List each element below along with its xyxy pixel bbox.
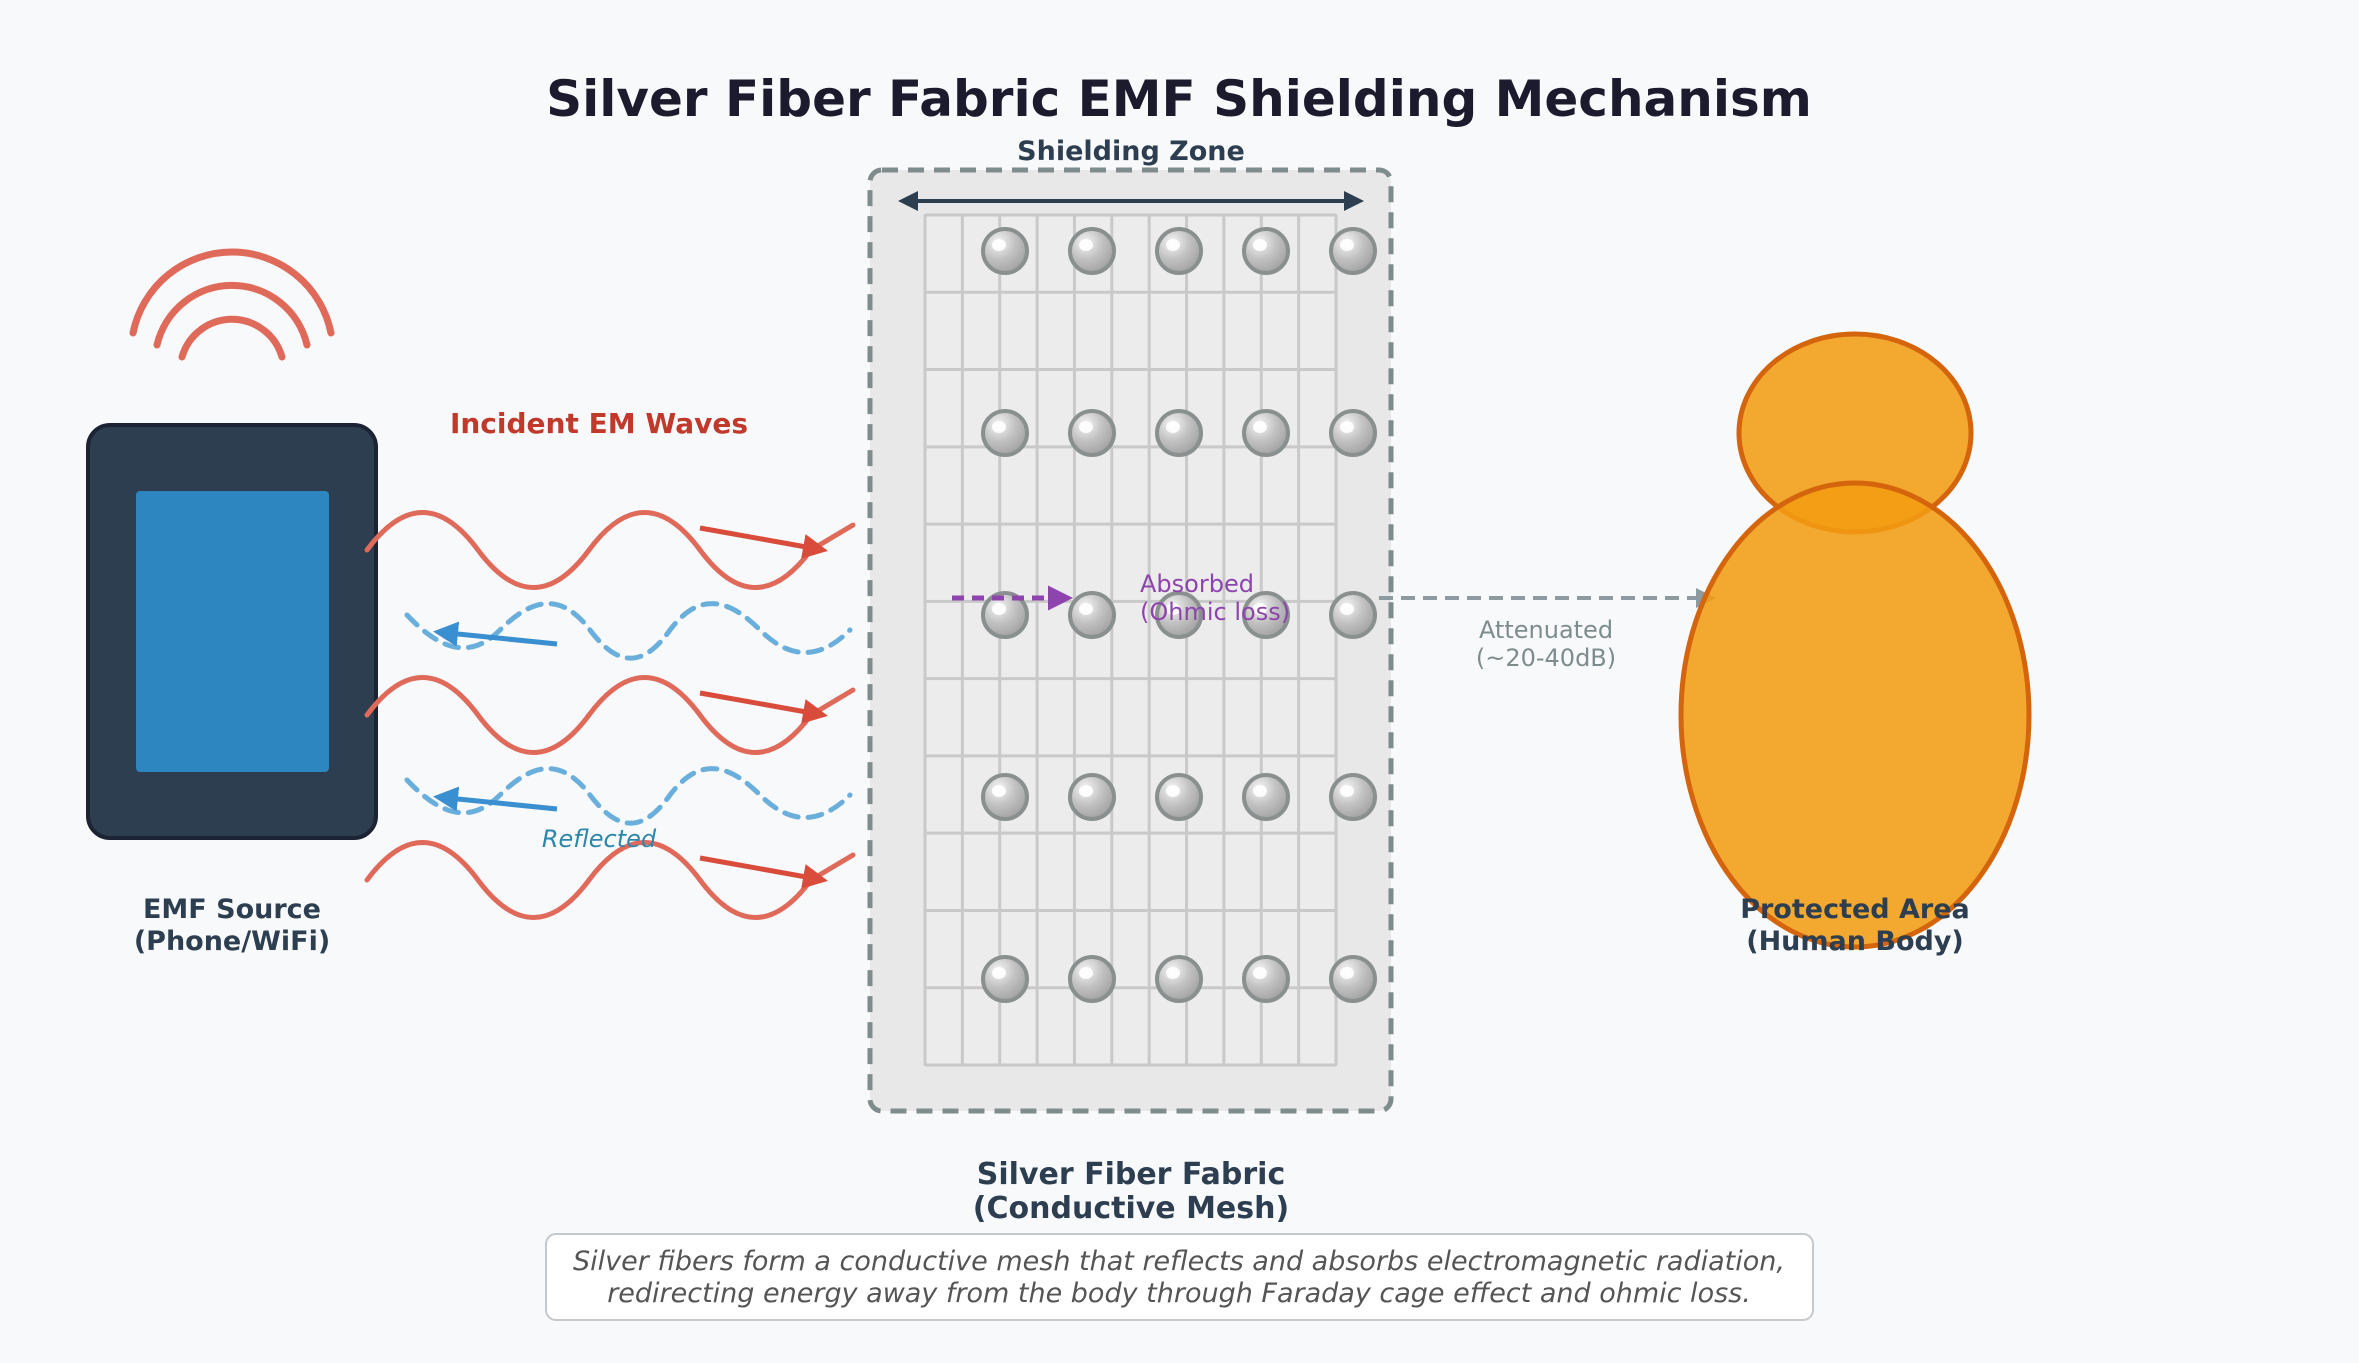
silver-node: [1068, 409, 1116, 457]
fabric-sublabel: (Conductive Mesh): [973, 1191, 1289, 1226]
source-sublabel: (Phone/WiFi): [134, 926, 330, 957]
incident-arrow-1: [699, 525, 828, 559]
incident-arrow-2: [699, 690, 828, 724]
reflected-wave-1: [404, 601, 853, 661]
silver-node-highlight: [1253, 239, 1267, 251]
silver-node: [1242, 955, 1290, 1003]
body-torso: [1678, 480, 2032, 950]
phone-screen: [136, 491, 329, 772]
silver-node-highlight: [992, 239, 1006, 251]
silver-node-highlight: [1166, 785, 1180, 797]
silver-node: [1068, 591, 1116, 639]
silver-node: [981, 773, 1029, 821]
incident-wave-2: [364, 675, 856, 755]
caption-line-1: Silver fibers form a conductive mesh tha…: [573, 1246, 1785, 1277]
silver-node-highlight: [1340, 421, 1354, 433]
silver-node-highlight: [992, 785, 1006, 797]
silver-node: [1155, 773, 1203, 821]
silver-node: [1155, 227, 1203, 275]
silver-node: [1242, 591, 1290, 639]
silver-node: [1155, 409, 1203, 457]
caption-line-2: redirecting energy away from the body th…: [607, 1278, 1751, 1309]
protected-body: Protected Area (Human Body): [1678, 331, 2032, 957]
silver-node-highlight: [1079, 239, 1093, 251]
silver-node: [1242, 773, 1290, 821]
silver-node-highlight: [992, 421, 1006, 433]
fabric-label: Silver Fiber Fabric: [977, 1157, 1285, 1192]
incident-arrows: [699, 525, 828, 889]
source-label: EMF Source: [143, 894, 321, 925]
silver-node-highlight: [1079, 421, 1093, 433]
silver-node-highlight: [1166, 603, 1180, 615]
silver-fiber-fabric: [867, 167, 1394, 1114]
silver-node-highlight: [992, 967, 1006, 979]
silver-node-highlight: [1253, 967, 1267, 979]
silver-node: [981, 227, 1029, 275]
silver-node-highlight: [1340, 239, 1354, 251]
silver-node-highlight: [1166, 239, 1180, 251]
incident-arrow-3: [699, 855, 828, 889]
fabric-mesh-area: [924, 214, 1337, 1066]
silver-node: [1242, 409, 1290, 457]
page-title: Silver Fiber Fabric EMF Shielding Mechan…: [546, 70, 1812, 128]
incident-wave-3: [364, 840, 856, 920]
reflected-waves: [404, 601, 853, 826]
silver-node: [1329, 227, 1377, 275]
absorbed-label: Absorbed: [1140, 570, 1254, 598]
silver-node: [1329, 591, 1377, 639]
silver-node: [1329, 409, 1377, 457]
reflected-arrows: [433, 621, 558, 812]
silver-node-highlight: [1079, 785, 1093, 797]
emf-source: EMF Source (Phone/WiFi): [86, 248, 378, 957]
reflected-arrow-2: [433, 786, 558, 812]
incident-waves: [364, 510, 856, 920]
silver-node: [1068, 773, 1116, 821]
silver-node-highlight: [1166, 421, 1180, 433]
incident-wave-1: [364, 510, 856, 590]
silver-node-highlight: [992, 603, 1006, 615]
silver-node: [1329, 773, 1377, 821]
silver-node: [981, 409, 1029, 457]
silver-node-highlight: [1166, 967, 1180, 979]
silver-node: [1155, 955, 1203, 1003]
shielding-zone-label: Shielding Zone: [1017, 136, 1245, 167]
silver-node-highlight: [1340, 785, 1354, 797]
attenuated-label: Attenuated: [1479, 616, 1613, 644]
silver-node: [1068, 955, 1116, 1003]
reflected-arrow-1: [433, 621, 558, 647]
silver-nodes: [981, 227, 1377, 1003]
protected-sublabel: (Human Body): [1746, 926, 1964, 957]
silver-node: [1068, 227, 1116, 275]
signal-icon: [129, 248, 335, 361]
silver-node: [1329, 955, 1377, 1003]
absorbed-sublabel: (Ohmic loss): [1140, 598, 1290, 626]
silver-node-highlight: [1079, 603, 1093, 615]
attenuated-sublabel: (~20-40dB): [1476, 644, 1616, 672]
silver-node: [981, 591, 1029, 639]
reflected-label: Reflected: [542, 825, 657, 853]
silver-node: [1155, 591, 1203, 639]
silver-node-highlight: [1253, 421, 1267, 433]
incident-label: Incident EM Waves: [450, 407, 748, 440]
silver-node: [1242, 227, 1290, 275]
silver-node-highlight: [1079, 967, 1093, 979]
caption-box: [545, 1233, 1814, 1321]
silver-node-highlight: [1253, 785, 1267, 797]
silver-node-highlight: [1253, 603, 1267, 615]
silver-node-highlight: [1340, 967, 1354, 979]
protected-label: Protected Area: [1740, 894, 1970, 925]
silver-node: [981, 955, 1029, 1003]
silver-node-highlight: [1340, 603, 1354, 615]
reflected-wave-2: [404, 766, 853, 826]
